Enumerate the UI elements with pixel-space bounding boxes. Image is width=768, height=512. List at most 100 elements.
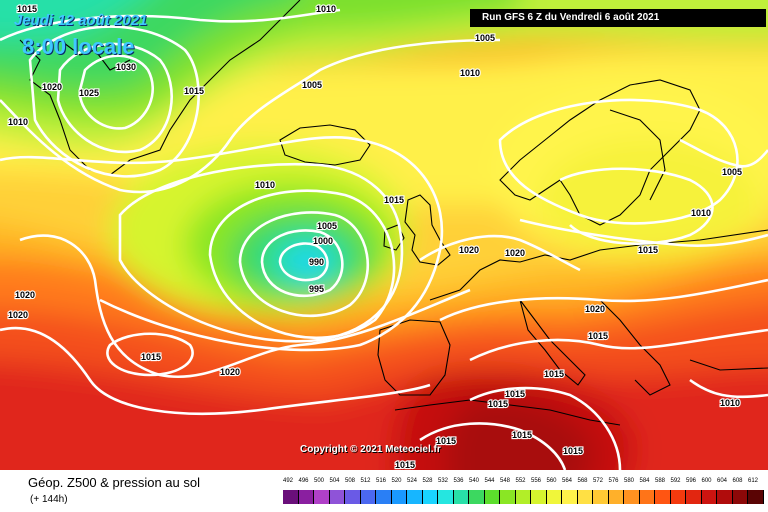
isobar-label: 1000 xyxy=(313,236,333,246)
isobars xyxy=(0,8,768,470)
scale-color-cell xyxy=(593,490,609,504)
isobar-label: 1020 xyxy=(459,245,479,255)
isobar-label: 1020 xyxy=(220,367,240,377)
isobar-label: 1010 xyxy=(720,398,740,408)
isobar-label: 1010 xyxy=(691,208,711,218)
scale-label: 600 xyxy=(701,478,712,484)
isobar-label: 1010 xyxy=(460,68,480,78)
isobar-label: 990 xyxy=(309,257,324,267)
scale-color-cell xyxy=(422,490,438,504)
isobar-label: 1015 xyxy=(184,86,204,96)
isobar-label: 1020 xyxy=(585,304,605,314)
scale-color-cell xyxy=(360,490,376,504)
scale-color-cell xyxy=(469,490,485,504)
scale-label: 532 xyxy=(438,478,449,484)
isobar-label: 1015 xyxy=(384,195,404,205)
scale-label: 576 xyxy=(608,478,619,484)
scale-label: 492 xyxy=(283,478,294,484)
isobar-label: 1015 xyxy=(512,430,532,440)
scale-color-cell xyxy=(391,490,407,504)
scale-label: 556 xyxy=(531,478,542,484)
scale-label: 568 xyxy=(577,478,588,484)
isobar-label: 1025 xyxy=(79,88,99,98)
scale-color-cell xyxy=(531,490,547,504)
scale-color-cell xyxy=(314,490,330,504)
scale-label: 612 xyxy=(748,478,759,484)
scale-label: 524 xyxy=(407,478,418,484)
isobar-label: 1015 xyxy=(141,352,161,362)
isobar-label: 1015 xyxy=(563,446,583,456)
forecast-date: Jeudi 12 août 2021 xyxy=(14,12,148,29)
scale-color-cell xyxy=(438,490,454,504)
scale-color-cell xyxy=(608,490,624,504)
scale-color-cell xyxy=(546,490,562,504)
scale-label: 548 xyxy=(500,478,511,484)
scale-label: 540 xyxy=(469,478,480,484)
geopotential-field xyxy=(0,0,768,470)
isobar-label: 1020 xyxy=(15,290,35,300)
isobar-label: 1030 xyxy=(116,62,136,72)
scale-label: 572 xyxy=(593,478,604,484)
scale-label: 528 xyxy=(422,478,433,484)
isobar-label: 1015 xyxy=(395,460,415,470)
scale-label: 584 xyxy=(639,478,650,484)
scale-label: 520 xyxy=(391,478,402,484)
scale-label: 592 xyxy=(670,478,681,484)
scale-label: 552 xyxy=(515,478,526,484)
isobar-labels: 1030 1025 1020 1015 1010 1010 1005 1005 1010 1010… xyxy=(7,3,743,470)
scale-label: 512 xyxy=(360,478,371,484)
isobar-label: 1020 xyxy=(8,310,28,320)
isobar-label: 1010 xyxy=(255,180,275,190)
isobar-label: 1005 xyxy=(722,167,742,177)
scale-color-cell xyxy=(732,490,748,504)
scale-color-cell xyxy=(376,490,392,504)
scale-label: 544 xyxy=(484,478,495,484)
isobar-label: 1005 xyxy=(317,221,337,231)
scale-color-cell xyxy=(345,490,361,504)
scale-label: 508 xyxy=(345,478,356,484)
scale-label: 560 xyxy=(546,478,557,484)
isobar-label: 1015 xyxy=(488,399,508,409)
isobar-label: 1010 xyxy=(316,4,336,14)
isobar-label: 1015 xyxy=(588,331,608,341)
scale-color-cell xyxy=(624,490,640,504)
scale-color-cell xyxy=(701,490,717,504)
scale-label: 516 xyxy=(376,478,387,484)
scale-color-cell xyxy=(515,490,531,504)
isobar-label: 1010 xyxy=(8,117,28,127)
scale-label: 608 xyxy=(732,478,743,484)
forecast-local-time: 8:00 locale xyxy=(22,34,135,59)
scale-label: 504 xyxy=(329,478,340,484)
scale-color-cell xyxy=(577,490,593,504)
isobar-label: 1005 xyxy=(302,80,322,90)
isobar-label: 1015 xyxy=(638,245,658,255)
scale-label: 496 xyxy=(298,478,309,484)
scale-color-cell xyxy=(670,490,686,504)
scale-label: 596 xyxy=(686,478,697,484)
isobar-label: 1020 xyxy=(505,248,525,258)
scale-color-cell xyxy=(329,490,345,504)
isobar-label: 1015 xyxy=(505,389,525,399)
scale-color-cell xyxy=(453,490,469,504)
isobar-label: 1015 xyxy=(436,436,456,446)
field-title: Géop. Z500 & pression au sol xyxy=(28,475,200,490)
scale-color-cell xyxy=(686,490,702,504)
scale-color-cell xyxy=(562,490,578,504)
scale-color-cell xyxy=(655,490,671,504)
scale-color-cell xyxy=(500,490,516,504)
isobar-label: 1015 xyxy=(544,369,564,379)
scale-label: 604 xyxy=(717,478,728,484)
scale-label: 580 xyxy=(624,478,635,484)
scale-color-cell xyxy=(748,490,764,504)
model-run-info: Run GFS 6 Z du Vendredi 6 août 2021 xyxy=(470,9,766,27)
scale-color-cell xyxy=(407,490,423,504)
scale-color-cell xyxy=(639,490,655,504)
isobar-label: 1005 xyxy=(475,33,495,43)
isobar-label: 1020 xyxy=(42,82,62,92)
isobar-label: 995 xyxy=(309,284,324,294)
scale-color-cell xyxy=(484,490,500,504)
scale-label: 564 xyxy=(562,478,573,484)
weather-map: 1030 1025 1020 1015 1010 1010 1005 1005 1010 1010… xyxy=(0,0,768,470)
forecast-range: (+ 144h) xyxy=(30,494,68,505)
legend-panel: Géop. Z500 & pression au sol (+ 144h) 49… xyxy=(0,470,768,512)
